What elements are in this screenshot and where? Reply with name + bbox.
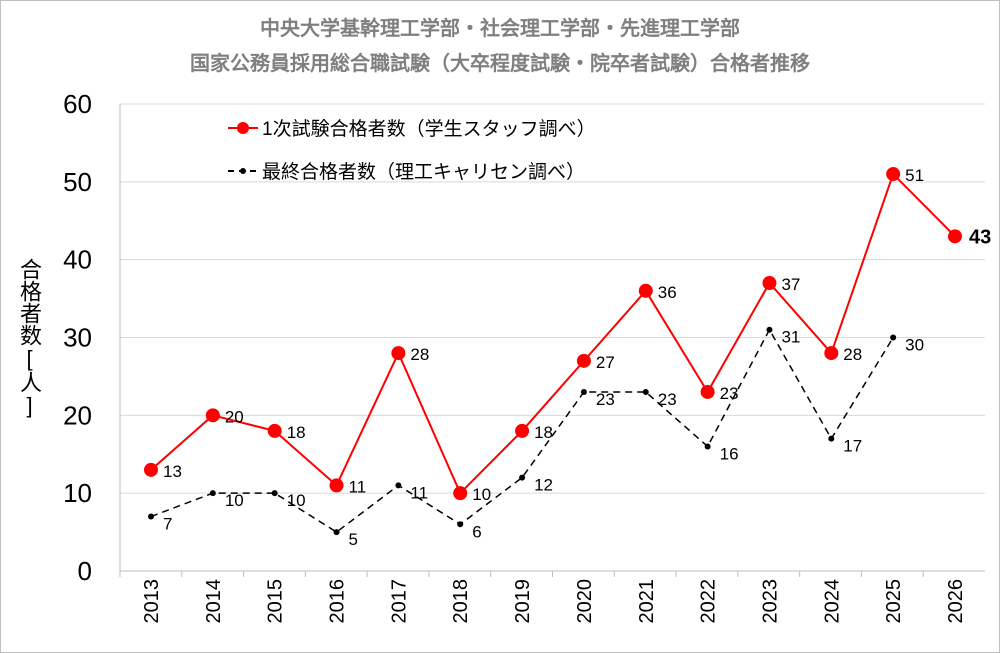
x-tick-label: 2018: [450, 579, 472, 624]
final-pass-point: [642, 388, 649, 395]
first-pass-point: [205, 408, 220, 423]
final-pass-point: [766, 326, 773, 333]
x-tick-label: 2017: [388, 579, 410, 624]
final-pass-label: 31: [781, 328, 800, 347]
final-pass-label: 23: [596, 390, 615, 409]
x-tick-label: 2024: [821, 579, 843, 624]
legend-label-0: 1次試験合格者数（学生スタッフ調べ）: [262, 118, 596, 140]
final-pass-point: [828, 435, 835, 442]
first-pass-point: [700, 384, 715, 399]
final-pass-label: 16: [720, 444, 739, 463]
first-pass-label: 37: [781, 275, 800, 294]
first-pass-point: [453, 486, 468, 501]
chart-title-line2: 国家公務員採用総合職試験（大卒程度試験・院卒者試験）合格者推移: [190, 53, 810, 75]
final-pass-label: 10: [225, 491, 244, 510]
x-tick-label: 2015: [265, 579, 287, 624]
first-pass-label: 20: [225, 407, 244, 426]
x-tick-label: 2021: [636, 579, 658, 624]
y-tick-label: 60: [63, 89, 92, 119]
final-pass-label: 30: [905, 336, 924, 355]
first-pass-label: 10: [472, 485, 491, 504]
final-pass-label: 12: [534, 476, 553, 495]
first-pass-label: 28: [410, 345, 429, 364]
first-pass-point: [515, 423, 530, 438]
final-pass-label: 11: [410, 483, 428, 502]
first-pass-point: [391, 346, 406, 361]
first-pass-label: 18: [534, 423, 553, 442]
y-tick-label: 10: [63, 478, 92, 508]
first-pass-point: [638, 283, 653, 298]
first-pass-point: [144, 462, 158, 477]
chart-title-line1: 中央大学基幹理工学部・社会理工学部・先進理工学部: [260, 18, 740, 40]
first-pass-label: 13: [163, 462, 182, 481]
legend-label-1: 最終合格者数（理工キャリセン調べ）: [262, 161, 585, 183]
first-pass-point: [886, 167, 901, 182]
first-pass-label: 43: [969, 226, 991, 248]
first-pass-label: 18: [287, 423, 306, 442]
final-pass-label: 6: [472, 522, 481, 541]
first-pass-point: [267, 423, 282, 438]
final-pass-point: [209, 490, 216, 497]
first-pass-label: 28: [843, 345, 862, 364]
final-pass-point: [271, 490, 278, 497]
first-pass-label: 11: [349, 477, 367, 496]
x-tick-label: 2016: [327, 579, 349, 624]
x-tick-label: 2025: [883, 579, 905, 624]
final-pass-point: [148, 513, 154, 520]
final-pass-label: 10: [287, 491, 306, 510]
first-pass-point: [329, 478, 344, 493]
series-line-0: [150, 172, 956, 495]
legend-marker-0: [237, 122, 249, 134]
final-pass-point: [395, 482, 402, 489]
final-pass-point: [580, 388, 587, 395]
final-pass-label: 5: [349, 530, 358, 549]
final-pass-label: 23: [658, 390, 677, 409]
final-pass-point: [890, 334, 897, 341]
legend-marker-1: [240, 168, 246, 174]
final-pass-label: 17: [843, 437, 862, 456]
first-pass-point: [576, 353, 591, 368]
x-tick-label: 2014: [203, 579, 225, 624]
first-pass-label: 36: [658, 283, 677, 302]
x-tick-label: 2020: [574, 579, 596, 624]
y-axis-label: 合格者数[人]: [17, 258, 42, 418]
first-pass-point: [948, 229, 962, 244]
y-tick-label: 40: [63, 245, 92, 275]
x-tick-label: 2013: [141, 579, 163, 624]
x-tick-label: 2026: [945, 579, 967, 624]
final-pass-point: [457, 521, 464, 528]
final-pass-point: [333, 529, 340, 536]
x-tick-label: 2019: [512, 579, 534, 624]
y-tick-label: 20: [63, 400, 92, 430]
first-pass-point: [824, 346, 839, 361]
x-tick-label: 2022: [698, 579, 720, 624]
y-tick-label: 30: [63, 323, 92, 353]
first-pass-label: 51: [905, 166, 924, 185]
final-pass-point: [519, 474, 526, 481]
first-pass-label: 27: [596, 353, 615, 372]
y-tick-label: 50: [63, 167, 92, 197]
final-pass-label: 7: [163, 515, 172, 534]
final-pass-point: [704, 443, 711, 450]
first-pass-point: [762, 276, 777, 291]
x-tick-label: 2023: [759, 579, 781, 624]
y-tick-label: 0: [78, 556, 92, 586]
